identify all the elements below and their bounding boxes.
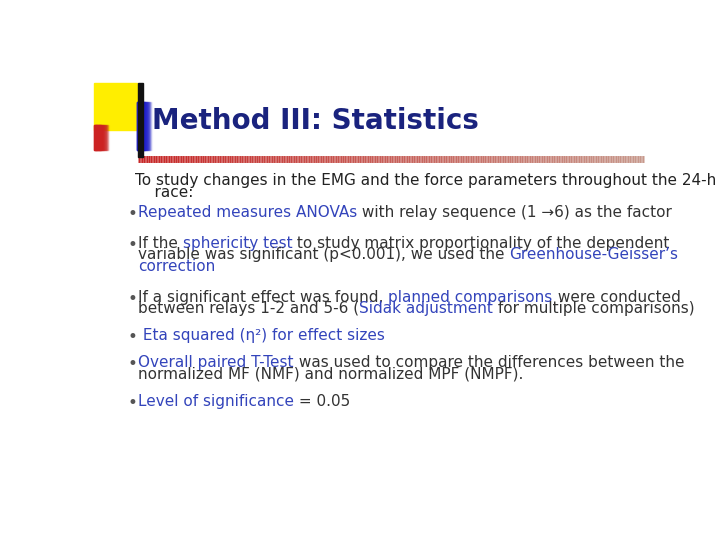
Bar xyxy=(143,102,145,150)
Text: Greenhouse-Geisser’s: Greenhouse-Geisser’s xyxy=(510,247,678,262)
Text: •: • xyxy=(127,355,137,373)
Bar xyxy=(140,102,142,150)
Text: •: • xyxy=(127,328,137,346)
Bar xyxy=(145,102,146,150)
Bar xyxy=(102,125,104,150)
Text: = 0.05: = 0.05 xyxy=(294,394,351,409)
Bar xyxy=(103,125,104,150)
Bar xyxy=(141,102,143,150)
Bar xyxy=(146,102,148,150)
Bar xyxy=(96,125,98,150)
Bar xyxy=(148,102,149,150)
Bar xyxy=(101,125,102,150)
Bar xyxy=(139,102,140,150)
Bar xyxy=(96,125,98,150)
Text: race:: race: xyxy=(135,185,194,200)
Text: with relay sequence (1 →6) as the factor: with relay sequence (1 →6) as the factor xyxy=(357,205,672,220)
Bar xyxy=(148,102,150,150)
Bar xyxy=(143,102,144,150)
Bar xyxy=(94,83,137,130)
Bar xyxy=(137,102,138,150)
Text: If a significant effect was found,: If a significant effect was found, xyxy=(138,289,388,305)
Bar xyxy=(100,125,102,150)
Text: variable was significant (p<0.001), we used the: variable was significant (p<0.001), we u… xyxy=(138,247,510,262)
Bar xyxy=(142,102,143,150)
Text: Overall paired T-Test: Overall paired T-Test xyxy=(138,355,294,370)
Bar xyxy=(98,125,99,150)
Bar xyxy=(145,102,146,150)
Bar xyxy=(139,102,141,150)
Bar xyxy=(138,102,139,150)
Bar xyxy=(95,125,96,150)
Text: Method III: Statistics: Method III: Statistics xyxy=(152,107,479,135)
Bar xyxy=(149,102,150,150)
Text: •: • xyxy=(127,394,137,411)
Bar xyxy=(99,125,101,150)
Text: normalized MF (NMF) and normalized MPF (NMPF).: normalized MF (NMF) and normalized MPF (… xyxy=(138,367,523,382)
Text: To study changes in the EMG and the force parameters throughout the 24-h: To study changes in the EMG and the forc… xyxy=(135,173,716,187)
Bar xyxy=(104,125,106,150)
Bar xyxy=(104,125,105,150)
Bar xyxy=(147,102,149,150)
Text: Eta squared (η²) for effect sizes: Eta squared (η²) for effect sizes xyxy=(138,328,385,343)
Text: planned comparisons: planned comparisons xyxy=(388,289,552,305)
Bar xyxy=(106,125,107,150)
Text: •: • xyxy=(127,289,137,308)
Bar xyxy=(103,125,104,150)
Text: were conducted: were conducted xyxy=(552,289,680,305)
Bar xyxy=(98,125,99,150)
Text: •: • xyxy=(127,236,137,254)
Bar xyxy=(106,125,107,150)
Bar xyxy=(99,125,100,150)
Bar xyxy=(138,102,140,150)
Bar xyxy=(147,102,148,150)
Bar xyxy=(107,125,109,150)
Bar xyxy=(140,102,141,150)
Bar xyxy=(95,125,96,150)
Bar xyxy=(94,125,96,150)
Text: Sidak adjustment: Sidak adjustment xyxy=(359,301,493,316)
Bar xyxy=(99,125,101,150)
Bar xyxy=(137,102,138,150)
Text: correction: correction xyxy=(138,259,215,274)
Bar xyxy=(107,125,108,150)
Bar xyxy=(145,102,148,150)
Bar xyxy=(102,125,104,150)
Text: Repeated measures ANOVAs: Repeated measures ANOVAs xyxy=(138,205,357,220)
Bar xyxy=(138,83,143,157)
Text: to study matrix proportionality of the dependent: to study matrix proportionality of the d… xyxy=(292,236,670,251)
Bar xyxy=(100,125,102,150)
Bar xyxy=(107,125,109,150)
Bar xyxy=(150,102,151,150)
Bar xyxy=(94,125,96,150)
Text: Level of significance: Level of significance xyxy=(138,394,294,409)
Text: If the: If the xyxy=(138,236,183,251)
Bar xyxy=(142,102,143,150)
Text: •: • xyxy=(127,205,137,223)
Text: between relays 1-2 and 5-6 (: between relays 1-2 and 5-6 ( xyxy=(138,301,359,316)
Bar xyxy=(144,102,145,150)
Bar xyxy=(148,102,150,150)
Bar xyxy=(150,102,151,150)
Bar xyxy=(138,102,140,150)
Bar xyxy=(96,125,97,150)
Bar xyxy=(140,102,143,150)
Text: sphericity test: sphericity test xyxy=(183,236,292,251)
Bar xyxy=(105,125,107,150)
Bar xyxy=(145,102,147,150)
Text: was used to compare the differences between the: was used to compare the differences betw… xyxy=(294,355,684,370)
Bar xyxy=(143,102,145,150)
Bar xyxy=(97,125,99,150)
Text: for multiple comparisons): for multiple comparisons) xyxy=(493,301,695,316)
Bar xyxy=(104,125,106,150)
Bar xyxy=(102,125,103,150)
